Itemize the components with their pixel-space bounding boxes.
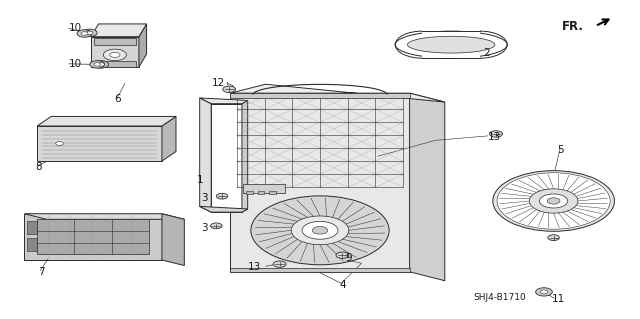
Circle shape <box>216 193 228 199</box>
Text: 7: 7 <box>38 267 45 277</box>
Polygon shape <box>200 98 248 104</box>
Text: 3: 3 <box>202 223 208 233</box>
Circle shape <box>536 288 552 296</box>
Circle shape <box>540 194 568 208</box>
Bar <box>94 61 136 67</box>
Text: SHJ4-B1710: SHJ4-B1710 <box>474 293 526 302</box>
Text: 1: 1 <box>197 175 204 185</box>
Polygon shape <box>139 24 147 67</box>
Circle shape <box>110 52 120 57</box>
Bar <box>246 191 253 194</box>
Polygon shape <box>162 214 184 265</box>
Bar <box>243 184 285 193</box>
Circle shape <box>86 31 93 34</box>
Bar <box>258 191 264 194</box>
Circle shape <box>336 252 349 258</box>
Polygon shape <box>162 116 176 161</box>
Bar <box>230 268 410 272</box>
Circle shape <box>94 63 100 66</box>
Circle shape <box>81 32 88 35</box>
Circle shape <box>291 216 349 245</box>
Bar <box>27 239 37 251</box>
Circle shape <box>56 142 63 145</box>
Polygon shape <box>200 98 211 212</box>
Polygon shape <box>410 93 445 281</box>
Ellipse shape <box>408 36 495 53</box>
Circle shape <box>98 63 104 66</box>
Polygon shape <box>37 126 162 161</box>
Circle shape <box>302 221 338 239</box>
Bar <box>211 104 242 212</box>
Circle shape <box>547 198 560 204</box>
Text: 2: 2 <box>483 48 490 58</box>
Text: 10: 10 <box>69 23 83 33</box>
Circle shape <box>93 61 109 68</box>
Circle shape <box>90 61 105 68</box>
Bar <box>230 93 410 98</box>
Text: 5: 5 <box>557 145 563 155</box>
Bar <box>27 221 37 234</box>
Polygon shape <box>230 93 410 272</box>
Circle shape <box>223 86 236 93</box>
Circle shape <box>82 29 97 37</box>
Circle shape <box>104 49 127 61</box>
Polygon shape <box>24 214 162 260</box>
Circle shape <box>497 173 610 229</box>
Bar <box>91 37 139 67</box>
Text: FR.: FR. <box>562 20 584 33</box>
Circle shape <box>548 235 559 241</box>
Polygon shape <box>230 84 445 102</box>
Text: 10: 10 <box>69 59 83 69</box>
Polygon shape <box>91 24 147 37</box>
Bar <box>37 219 149 254</box>
Polygon shape <box>24 214 184 219</box>
Circle shape <box>251 196 389 265</box>
Circle shape <box>273 261 286 267</box>
Text: 12: 12 <box>212 78 225 88</box>
Circle shape <box>493 171 614 231</box>
Bar <box>422 31 480 58</box>
Circle shape <box>77 30 92 37</box>
Polygon shape <box>37 116 176 126</box>
Ellipse shape <box>396 31 508 58</box>
Circle shape <box>312 226 328 234</box>
Text: 13: 13 <box>488 131 501 142</box>
Bar <box>269 191 276 194</box>
Polygon shape <box>242 100 248 212</box>
Circle shape <box>529 189 578 213</box>
Text: 9: 9 <box>346 253 352 263</box>
Circle shape <box>540 290 548 294</box>
Bar <box>94 38 136 45</box>
Text: 6: 6 <box>114 94 120 104</box>
Text: 8: 8 <box>35 161 42 172</box>
Circle shape <box>211 223 222 229</box>
Polygon shape <box>200 206 248 212</box>
Circle shape <box>490 131 502 137</box>
Text: 4: 4 <box>339 279 346 290</box>
Text: 13: 13 <box>248 262 261 272</box>
Text: 11: 11 <box>552 294 565 304</box>
Text: 3: 3 <box>202 193 208 203</box>
